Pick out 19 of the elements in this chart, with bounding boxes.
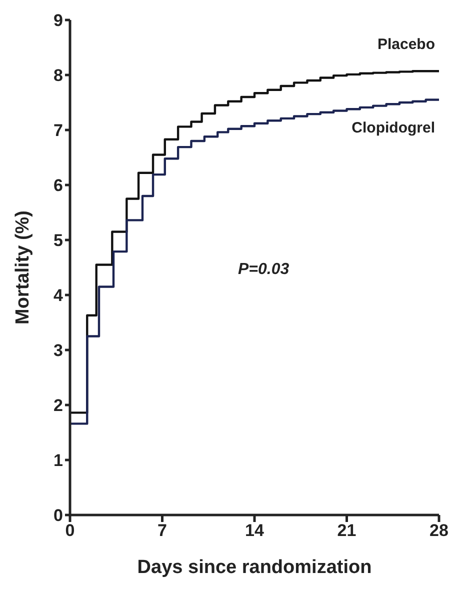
y-tick-label: 4: [54, 286, 64, 306]
x-tick-label: 7: [158, 521, 167, 540]
y-tick-label: 3: [54, 341, 63, 360]
x-tick-label: 21: [337, 521, 356, 540]
series-label: Placebo: [377, 36, 435, 54]
y-tick-label: 6: [54, 176, 63, 196]
y-tick-label: 0: [54, 506, 63, 526]
y-tick-label: 9: [54, 11, 63, 30]
y-tick-label: 5: [54, 231, 63, 250]
y-tick-label: 8: [54, 66, 63, 86]
x-tick-label: 14: [245, 521, 264, 540]
x-tick-label: 28: [430, 521, 448, 540]
series-label: Clopidogrel: [352, 120, 435, 137]
y-tick-label: 1: [54, 451, 63, 470]
y-tick-label: 7: [54, 121, 63, 140]
annotation: P=0.03: [238, 261, 290, 279]
x-axis-title: Days since randomization: [137, 557, 372, 578]
y-tick-label: 2: [54, 396, 63, 416]
y-axis-title: Mortality (%): [12, 210, 34, 324]
